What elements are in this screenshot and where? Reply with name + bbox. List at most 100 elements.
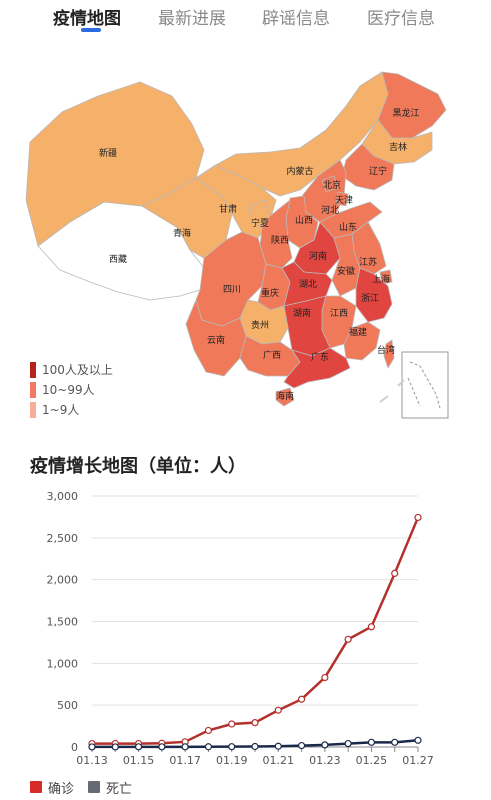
chart-legend: 确诊 死亡 [30,778,330,798]
label-xizang: 西藏 [109,253,127,265]
label-shanxi: 山西 [295,215,313,226]
data-point[interactable] [251,742,259,751]
label-hunan: 湖南 [293,307,311,319]
label-hainan: 海南 [276,390,294,402]
data-point[interactable] [251,719,259,727]
label-liaoning: 辽宁 [369,165,387,177]
label-fujian: 福建 [349,326,367,338]
province-heilongjiang[interactable] [377,71,447,139]
tab-latest-progress[interactable]: 最新进展 [158,9,226,29]
label-anhui: 安徽 [337,265,355,277]
data-point[interactable] [274,742,282,750]
data-point[interactable] [204,726,213,735]
data-point[interactable] [391,738,399,746]
data-point[interactable] [414,736,422,744]
sea-dash-marks [379,379,405,403]
data-point[interactable] [344,739,352,748]
y-axis: 0 500 1,000 1,500 2,000 2,500 3,000 [47,490,79,754]
label-chongqing: 重庆 [261,287,279,299]
label-shandong: 山东 [339,221,357,233]
tab-rumor-debunk[interactable]: 辟谣信息 [262,9,330,29]
x-tick-label: 01.13 [76,754,108,767]
province-qinghai[interactable] [141,177,233,259]
label-guangdong: 广东 [311,351,329,363]
top-tab-bar: 疫情地图 最新进展 辟谣信息 医疗信息 [0,0,491,40]
data-point[interactable] [88,743,96,751]
x-tick-label: 01.17 [169,754,201,767]
label-ningxia: 宁夏 [251,217,269,229]
data-point[interactable] [367,623,376,631]
y-tick-label: 1,500 [47,616,79,629]
province-hubei[interactable] [281,261,333,307]
x-tick-label: 01.15 [123,754,155,767]
data-point[interactable] [321,673,329,682]
data-point[interactable] [204,743,213,751]
active-tab-indicator [81,28,101,32]
chart-title: 疫情增长地图（单位：人） [30,456,246,477]
label-heilongjiang: 黑龙江 [392,107,419,119]
data-point[interactable] [321,741,329,749]
y-tick-label: 3,000 [47,490,79,503]
chart-series [88,513,422,751]
data-point[interactable] [228,743,236,751]
province-liaoning[interactable] [341,143,395,191]
growth-line-chart: 0 500 1,000 1,500 2,000 2,500 3,000 01.13 01.15… [47,490,434,767]
province-guangdong[interactable] [283,347,351,389]
data-point[interactable] [391,569,399,577]
x-axis: 01.13 01.15 01.17 01.19 01.21 01.23 01.25 01.27 [76,747,434,767]
legend-swatch [30,781,42,793]
label-shaanxi: 陕西 [271,234,289,246]
legend-label: 1~9人 [42,403,80,417]
label-henan: 河南 [309,250,327,262]
data-point[interactable] [181,743,189,751]
province-fujian[interactable] [343,321,381,361]
data-point[interactable] [158,743,166,751]
y-tick-label: 500 [57,699,78,712]
data-point[interactable] [414,513,422,522]
province-tianjin[interactable] [335,191,349,207]
label-jiangsu: 江苏 [359,256,377,268]
label-beijing: 北京 [323,179,341,191]
y-tick-label: 2,500 [47,532,79,545]
y-tick-label: 2,000 [47,574,79,587]
chart-grid [92,495,418,748]
province-zhejiang[interactable] [355,267,393,323]
legend-swatch [30,362,36,378]
label-guangxi: 广西 [263,349,281,361]
south-china-sea-inset [401,351,449,419]
label-taiwan: 台湾 [377,344,395,356]
province-taiwan[interactable] [383,339,395,369]
label-gansu: 甘肃 [219,203,237,215]
data-point[interactable] [274,706,282,714]
data-point[interactable] [297,741,306,750]
label-hubei: 湖北 [299,279,317,290]
data-point[interactable] [344,635,352,643]
province-beijing[interactable] [321,175,339,193]
china-map: 新疆 西藏 青海 甘肃 内蒙古 黑龙江 吉林 辽宁 北京 天津 河北 山西 宁夏… [25,71,449,419]
legend-label: 10~99人 [42,383,95,397]
legend-label: 确诊 [48,782,75,797]
tab-epidemic-map[interactable]: 疫情地图 [53,9,121,29]
inset-island-lines [407,361,441,409]
province-hainan[interactable] [275,387,295,407]
data-point[interactable] [111,743,119,751]
data-point[interactable] [367,738,376,746]
label-sichuan: 四川 [223,285,241,295]
label-jiangxi: 江西 [330,308,348,319]
data-point[interactable] [297,695,306,703]
label-xinjiang: 新疆 [99,147,117,159]
x-tick-label: 01.21 [263,754,295,767]
series-line-confirmed [92,516,420,745]
x-tick-label: 01.25 [356,754,388,767]
label-zhejiang: 浙江 [361,292,379,304]
province-hunan[interactable] [283,295,331,357]
legend-swatch [30,382,36,398]
tab-medical-info[interactable]: 医疗信息 [367,9,435,29]
label-tianjin: 天津 [335,195,353,206]
data-point[interactable] [228,720,236,728]
label-shanghai: 上海 [372,273,390,285]
label-yunnan: 云南 [207,334,225,346]
legend-label: 100人及以上 [42,363,113,377]
data-point[interactable] [134,743,143,751]
x-tick-label: 01.27 [402,754,434,767]
